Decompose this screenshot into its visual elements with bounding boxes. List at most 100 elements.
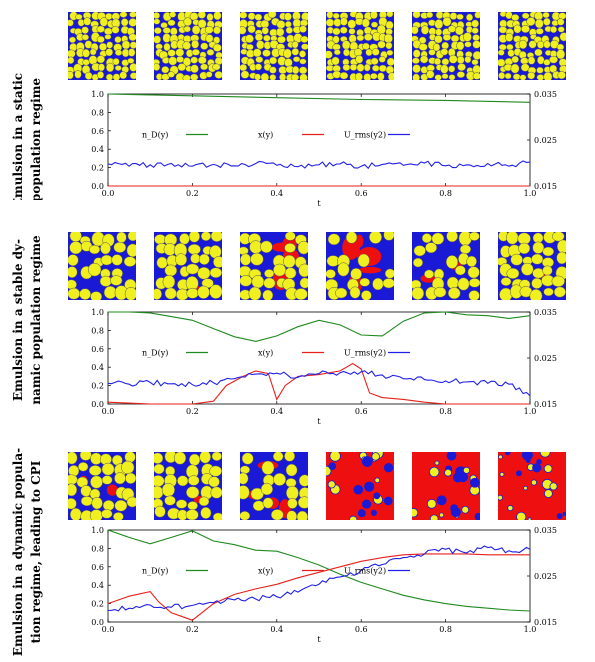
droplet — [300, 35, 309, 43]
droplet — [429, 466, 440, 478]
droplet — [167, 19, 176, 27]
droplet — [532, 232, 544, 244]
droplet — [370, 509, 378, 516]
droplet — [434, 34, 443, 44]
droplet — [510, 253, 523, 266]
droplet — [175, 499, 188, 509]
droplet — [120, 18, 129, 27]
emulsion-snapshot — [238, 231, 311, 301]
droplet — [511, 55, 519, 64]
droplet — [68, 36, 77, 44]
droplet — [210, 230, 223, 242]
emulsion-snapshot-svg — [497, 446, 567, 522]
droplet — [543, 287, 554, 297]
droplet — [79, 449, 92, 461]
series-line-1 — [107, 362, 530, 405]
droplet — [87, 262, 102, 277]
droplet — [462, 466, 471, 474]
droplet — [162, 33, 171, 43]
droplet — [339, 17, 348, 26]
droplet — [128, 33, 137, 42]
droplet — [349, 63, 358, 71]
droplet — [456, 55, 465, 65]
droplet — [448, 65, 456, 73]
emulsion-snapshot — [236, 450, 312, 524]
row-label-svg: Emulsion in a dynamic popula- tion regim… — [11, 448, 43, 656]
droplet — [252, 48, 262, 58]
droplet — [425, 242, 438, 254]
y-tick-label: 0.4 — [91, 145, 104, 154]
droplet — [521, 12, 530, 19]
droplet — [100, 254, 113, 266]
droplet — [339, 71, 349, 80]
droplet — [436, 495, 447, 506]
droplet — [357, 253, 370, 268]
plot-frame — [107, 529, 531, 623]
droplet — [556, 251, 568, 265]
droplet — [420, 25, 430, 35]
droplet — [357, 509, 366, 518]
x-tick-label: 1.0 — [524, 407, 537, 416]
droplet — [237, 26, 247, 35]
droplet — [466, 255, 477, 268]
droplet — [183, 17, 193, 27]
droplet — [506, 43, 514, 51]
emulsion-snapshot-svg — [151, 230, 225, 301]
x-tick-label: 0.0 — [102, 407, 115, 416]
droplet — [432, 43, 441, 52]
droplet — [204, 25, 214, 34]
droplet — [385, 41, 393, 50]
droplet — [291, 47, 300, 56]
droplet — [186, 486, 200, 499]
series-line-2 — [107, 160, 531, 170]
droplet — [343, 48, 350, 57]
droplet — [286, 485, 299, 501]
droplet — [111, 254, 123, 266]
droplet — [167, 49, 176, 57]
emulsion-snapshot-svg — [324, 10, 397, 82]
droplet — [162, 27, 171, 34]
droplet — [239, 63, 248, 72]
droplet — [412, 64, 421, 74]
droplet — [200, 507, 212, 519]
droplet — [283, 48, 292, 59]
droplet — [553, 286, 566, 298]
droplet — [200, 231, 212, 241]
droplet — [325, 269, 336, 279]
x-tick-label: 0.0 — [102, 625, 115, 634]
droplet — [534, 18, 544, 29]
droplet — [498, 71, 506, 80]
droplet — [188, 453, 201, 466]
droplet — [284, 20, 292, 28]
emulsion-snapshot-svg — [496, 10, 569, 82]
droplet — [153, 35, 162, 44]
droplet — [465, 25, 473, 34]
droplet — [363, 73, 372, 82]
legend-label: n_D(y) — [142, 348, 168, 357]
droplet — [292, 56, 301, 63]
droplet — [114, 36, 122, 44]
droplet — [440, 64, 449, 74]
x-tick-label: 0.4 — [270, 625, 283, 634]
droplet — [333, 49, 341, 56]
droplet — [298, 66, 308, 75]
droplet — [200, 42, 209, 50]
droplet — [515, 470, 522, 477]
droplet — [299, 25, 307, 33]
droplet — [260, 72, 270, 83]
droplet — [543, 17, 551, 26]
droplet — [98, 42, 108, 51]
droplet — [260, 240, 273, 254]
droplet — [500, 277, 512, 286]
series-line-2 — [107, 370, 531, 397]
droplet — [519, 74, 527, 81]
row-label-static: Emulsion in a static population regime — [0, 0, 60, 200]
droplet — [113, 241, 127, 253]
droplet — [377, 72, 385, 81]
droplet — [377, 40, 386, 49]
droplet — [175, 48, 185, 57]
droplet — [124, 286, 138, 301]
y-tick-label: 0.2 — [91, 382, 104, 391]
droplet — [383, 496, 393, 506]
droplet — [520, 262, 534, 276]
